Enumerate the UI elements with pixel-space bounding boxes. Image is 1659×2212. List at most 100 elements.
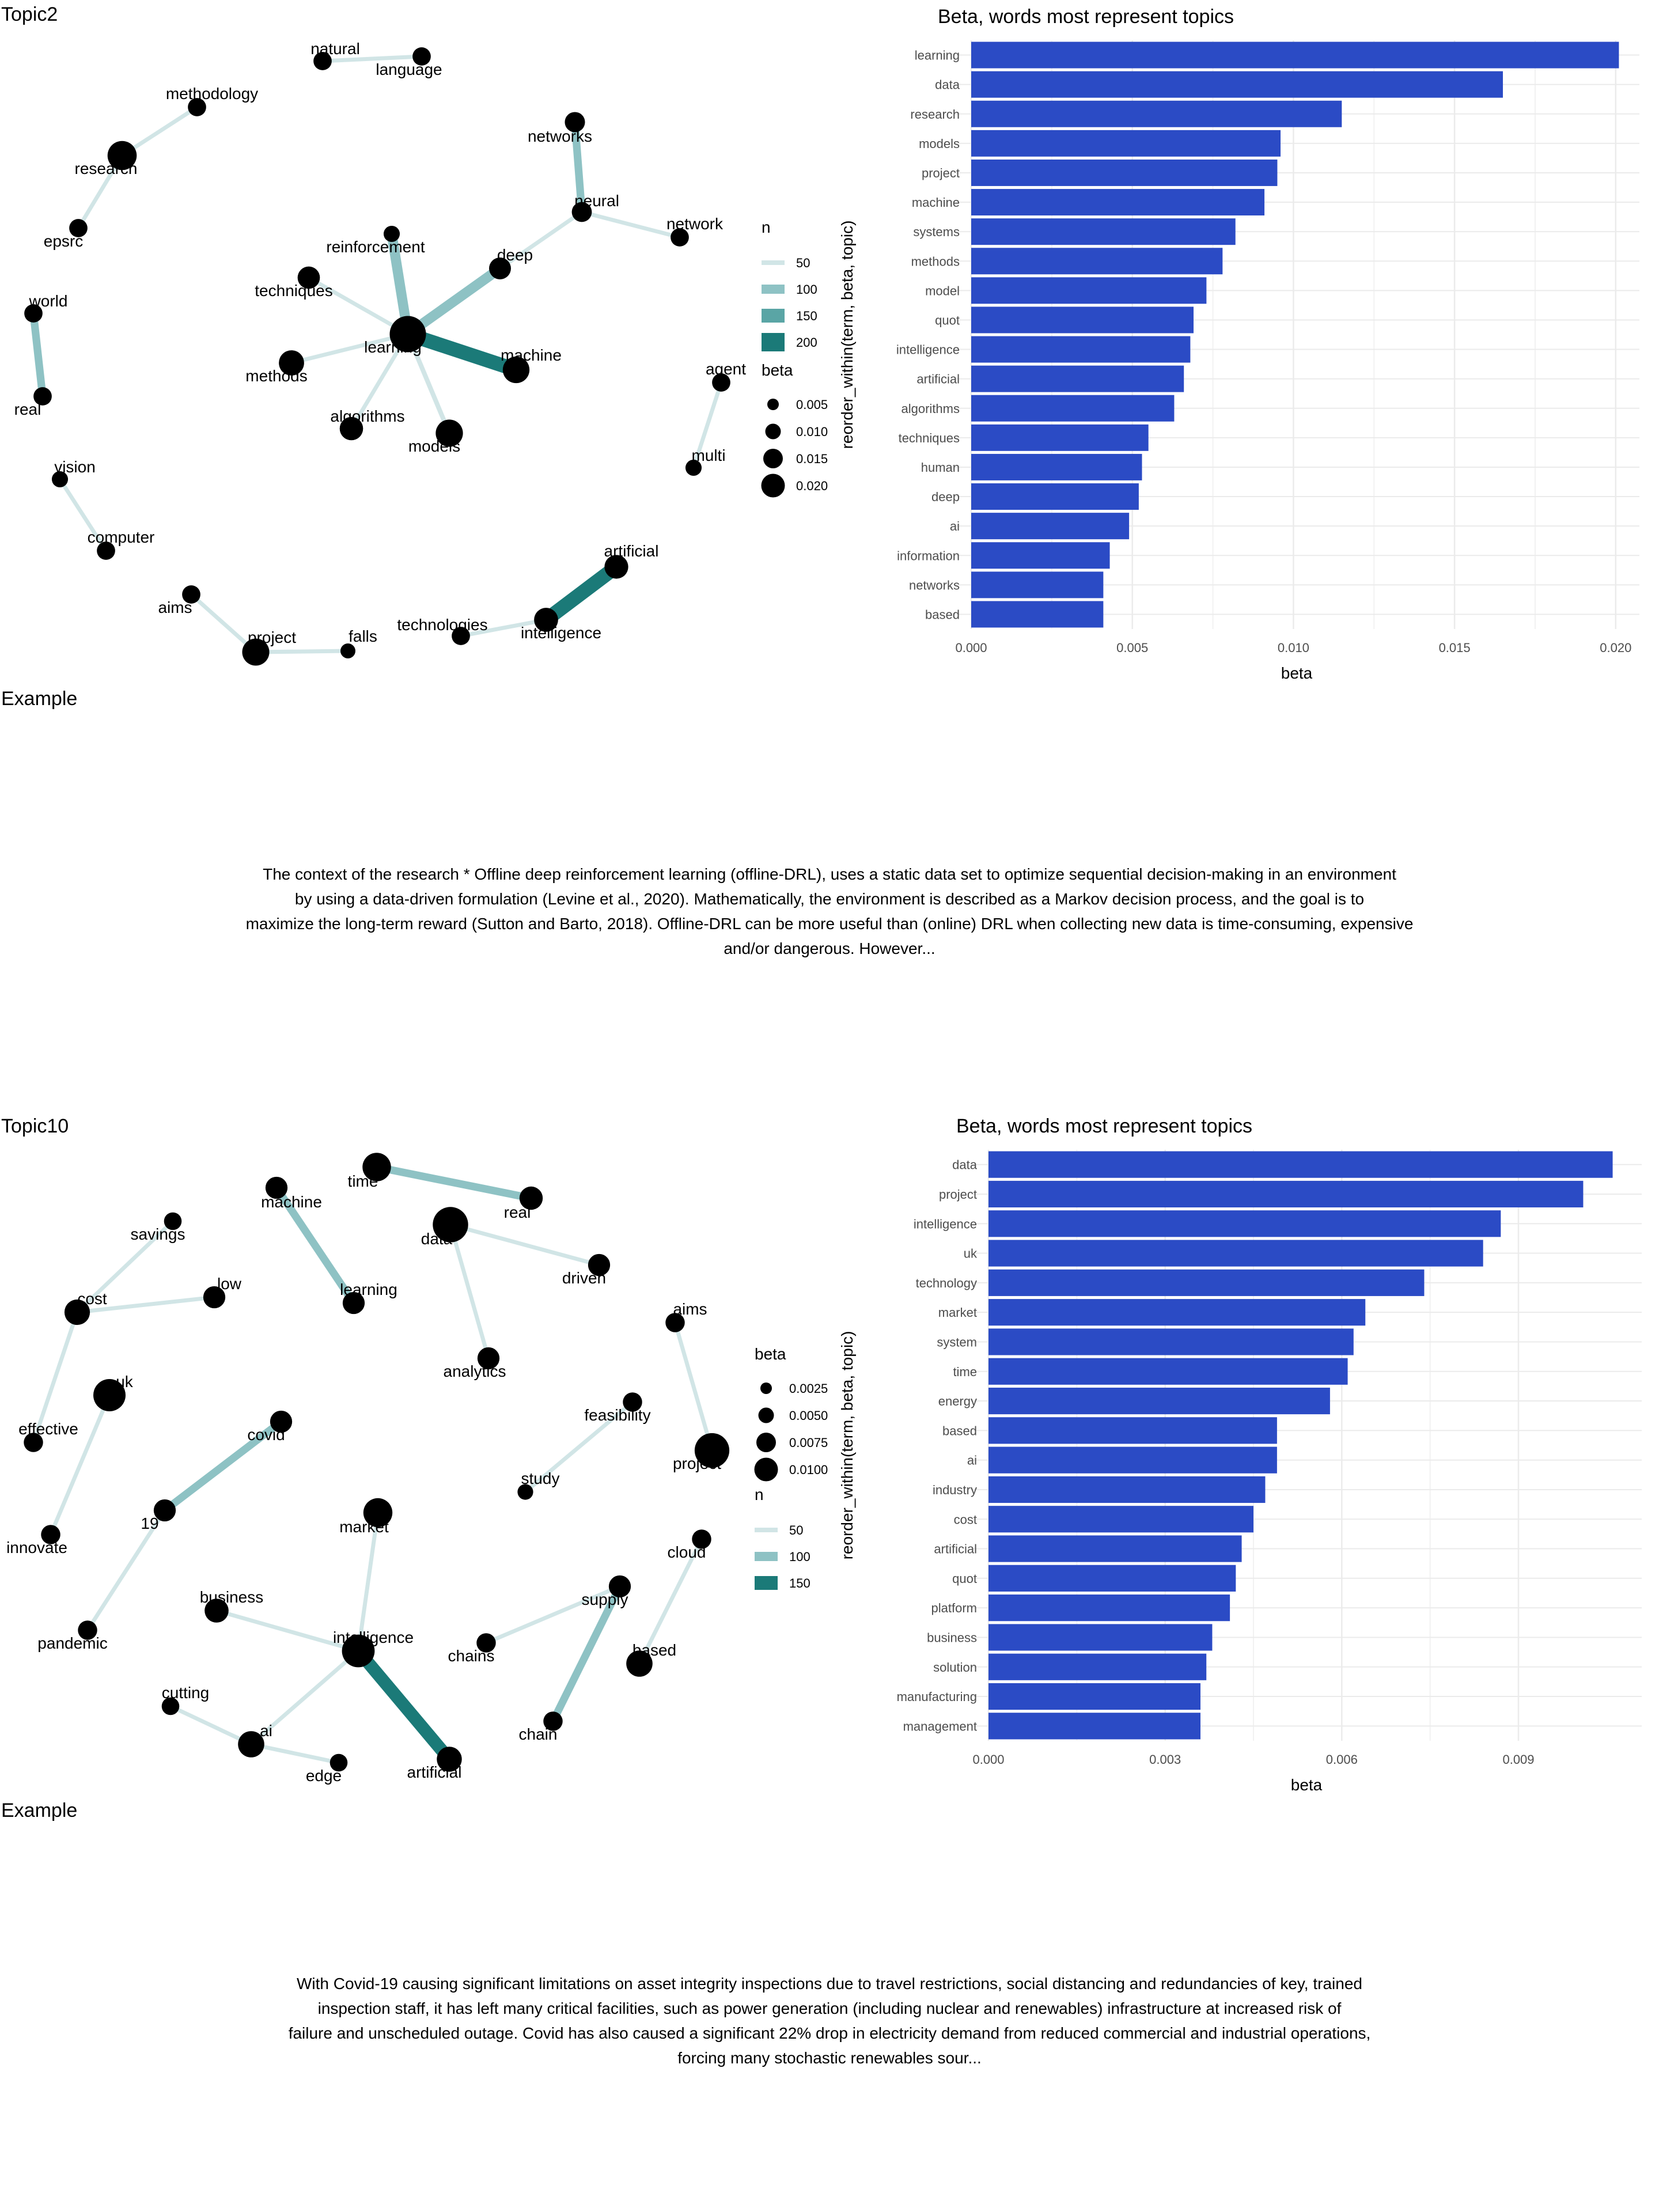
network-edge (75, 1219, 175, 1314)
paragraph-line: failure and unscheduled outage. Covid ha… (288, 2024, 1371, 2042)
node-label: feasibility (584, 1406, 650, 1424)
bar (988, 1180, 1584, 1208)
node-label: ai (260, 1722, 272, 1740)
node-label: machine (501, 346, 562, 364)
node-label: study (521, 1469, 560, 1487)
network-edge (524, 1400, 634, 1494)
topic-label-2: Topic10 (1, 1115, 69, 1137)
node-label: cloud (668, 1543, 706, 1561)
network-edge (58, 478, 108, 552)
network-node (182, 585, 200, 604)
legend-label: 0.0025 (789, 1381, 828, 1396)
network-node (588, 1253, 611, 1277)
network-node (623, 1392, 642, 1412)
bar (971, 189, 1265, 216)
node-label: project (673, 1455, 721, 1472)
network-node (161, 1697, 180, 1715)
legend-size-swatch (761, 474, 785, 498)
bar (971, 571, 1104, 599)
bar (971, 542, 1110, 569)
network-node (340, 643, 355, 658)
bar (988, 1713, 1200, 1740)
network-node (313, 52, 332, 70)
legend-title-beta: beta (762, 361, 793, 379)
bar (971, 159, 1278, 186)
node-label: epsrc (44, 232, 83, 250)
network-node (164, 1212, 182, 1230)
network-edge (353, 1646, 454, 1764)
node-label: multi (691, 446, 725, 464)
y-tick-label: time (953, 1365, 977, 1379)
network-edge (404, 264, 503, 339)
network-edge (550, 1585, 623, 1723)
network-edge (216, 1608, 359, 1653)
legend-label: 50 (789, 1523, 803, 1537)
y-tick-label: techniques (899, 431, 960, 445)
legend-label: 150 (789, 1576, 810, 1590)
y-tick-label: manufacturing (897, 1690, 977, 1704)
y-tick-label: ai (967, 1453, 977, 1468)
y-tick-label: uk (964, 1247, 978, 1261)
legend-label: 0.020 (796, 479, 828, 493)
node-label: reinforcement (326, 238, 425, 256)
network-node (452, 627, 470, 645)
network-node (93, 1379, 126, 1411)
paragraph-line: inspection staff, it has left many criti… (317, 1999, 1342, 2017)
node-label: networks (528, 127, 592, 145)
y-tick-label: networks (909, 578, 960, 592)
y-axis-title: reorder_within(term, beta, topic) (838, 1331, 856, 1560)
y-tick-label: information (897, 548, 960, 563)
node-label: project (248, 628, 296, 646)
node-label: analytics (444, 1362, 506, 1380)
bar (971, 41, 1619, 69)
y-tick-label: quot (952, 1571, 977, 1586)
node-label: agent (706, 360, 746, 378)
node-label: learning (340, 1281, 397, 1298)
network-node (270, 1410, 293, 1433)
network-edge (406, 327, 518, 377)
node-label: computer (88, 528, 155, 546)
example-paragraph-2: With Covid-19 causing significant limita… (0, 1971, 1659, 2070)
y-tick-label: deep (931, 490, 960, 504)
y-tick-label: platform (931, 1601, 977, 1615)
bar (971, 395, 1175, 422)
network-edge (169, 1704, 252, 1747)
network-node (571, 202, 592, 222)
network-node (437, 1747, 462, 1772)
network-node (543, 1711, 563, 1731)
network-edge (77, 1295, 215, 1315)
legend-size-swatch (754, 1457, 778, 1482)
node-label: language (376, 60, 442, 78)
node-label: algorithms (330, 407, 404, 425)
x-tick-label: 0.000 (955, 641, 987, 655)
legend-title-n: n (755, 1486, 764, 1503)
network-node (362, 1153, 391, 1181)
network-node (342, 1291, 365, 1315)
bar (971, 513, 1130, 540)
paragraph-line: by using a data-driven formulation (Levi… (294, 890, 1365, 908)
network-node (242, 638, 270, 666)
y-tick-label: business (927, 1630, 977, 1645)
node-label: deep (497, 246, 533, 264)
network-edge (541, 561, 621, 626)
node-label: neural (574, 192, 619, 210)
paragraph-line: and/or dangerous. However... (724, 940, 935, 957)
node-label: world (29, 292, 68, 310)
bar (971, 306, 1194, 334)
bar (971, 336, 1191, 363)
network-edge (308, 275, 409, 336)
node-label: edge (306, 1767, 342, 1785)
legend-label: 100 (789, 1550, 810, 1564)
node-label: covid (247, 1426, 285, 1444)
bar (988, 1358, 1348, 1385)
y-tick-label: cost (954, 1512, 977, 1527)
network-edge (571, 122, 586, 213)
y-tick-label: intelligence (914, 1217, 977, 1231)
bar (971, 483, 1139, 510)
legend-label: 0.010 (796, 425, 828, 439)
x-tick-label: 0.006 (1326, 1752, 1358, 1767)
bar (988, 1299, 1366, 1326)
network-edge (322, 54, 422, 63)
network-node (41, 1525, 60, 1544)
